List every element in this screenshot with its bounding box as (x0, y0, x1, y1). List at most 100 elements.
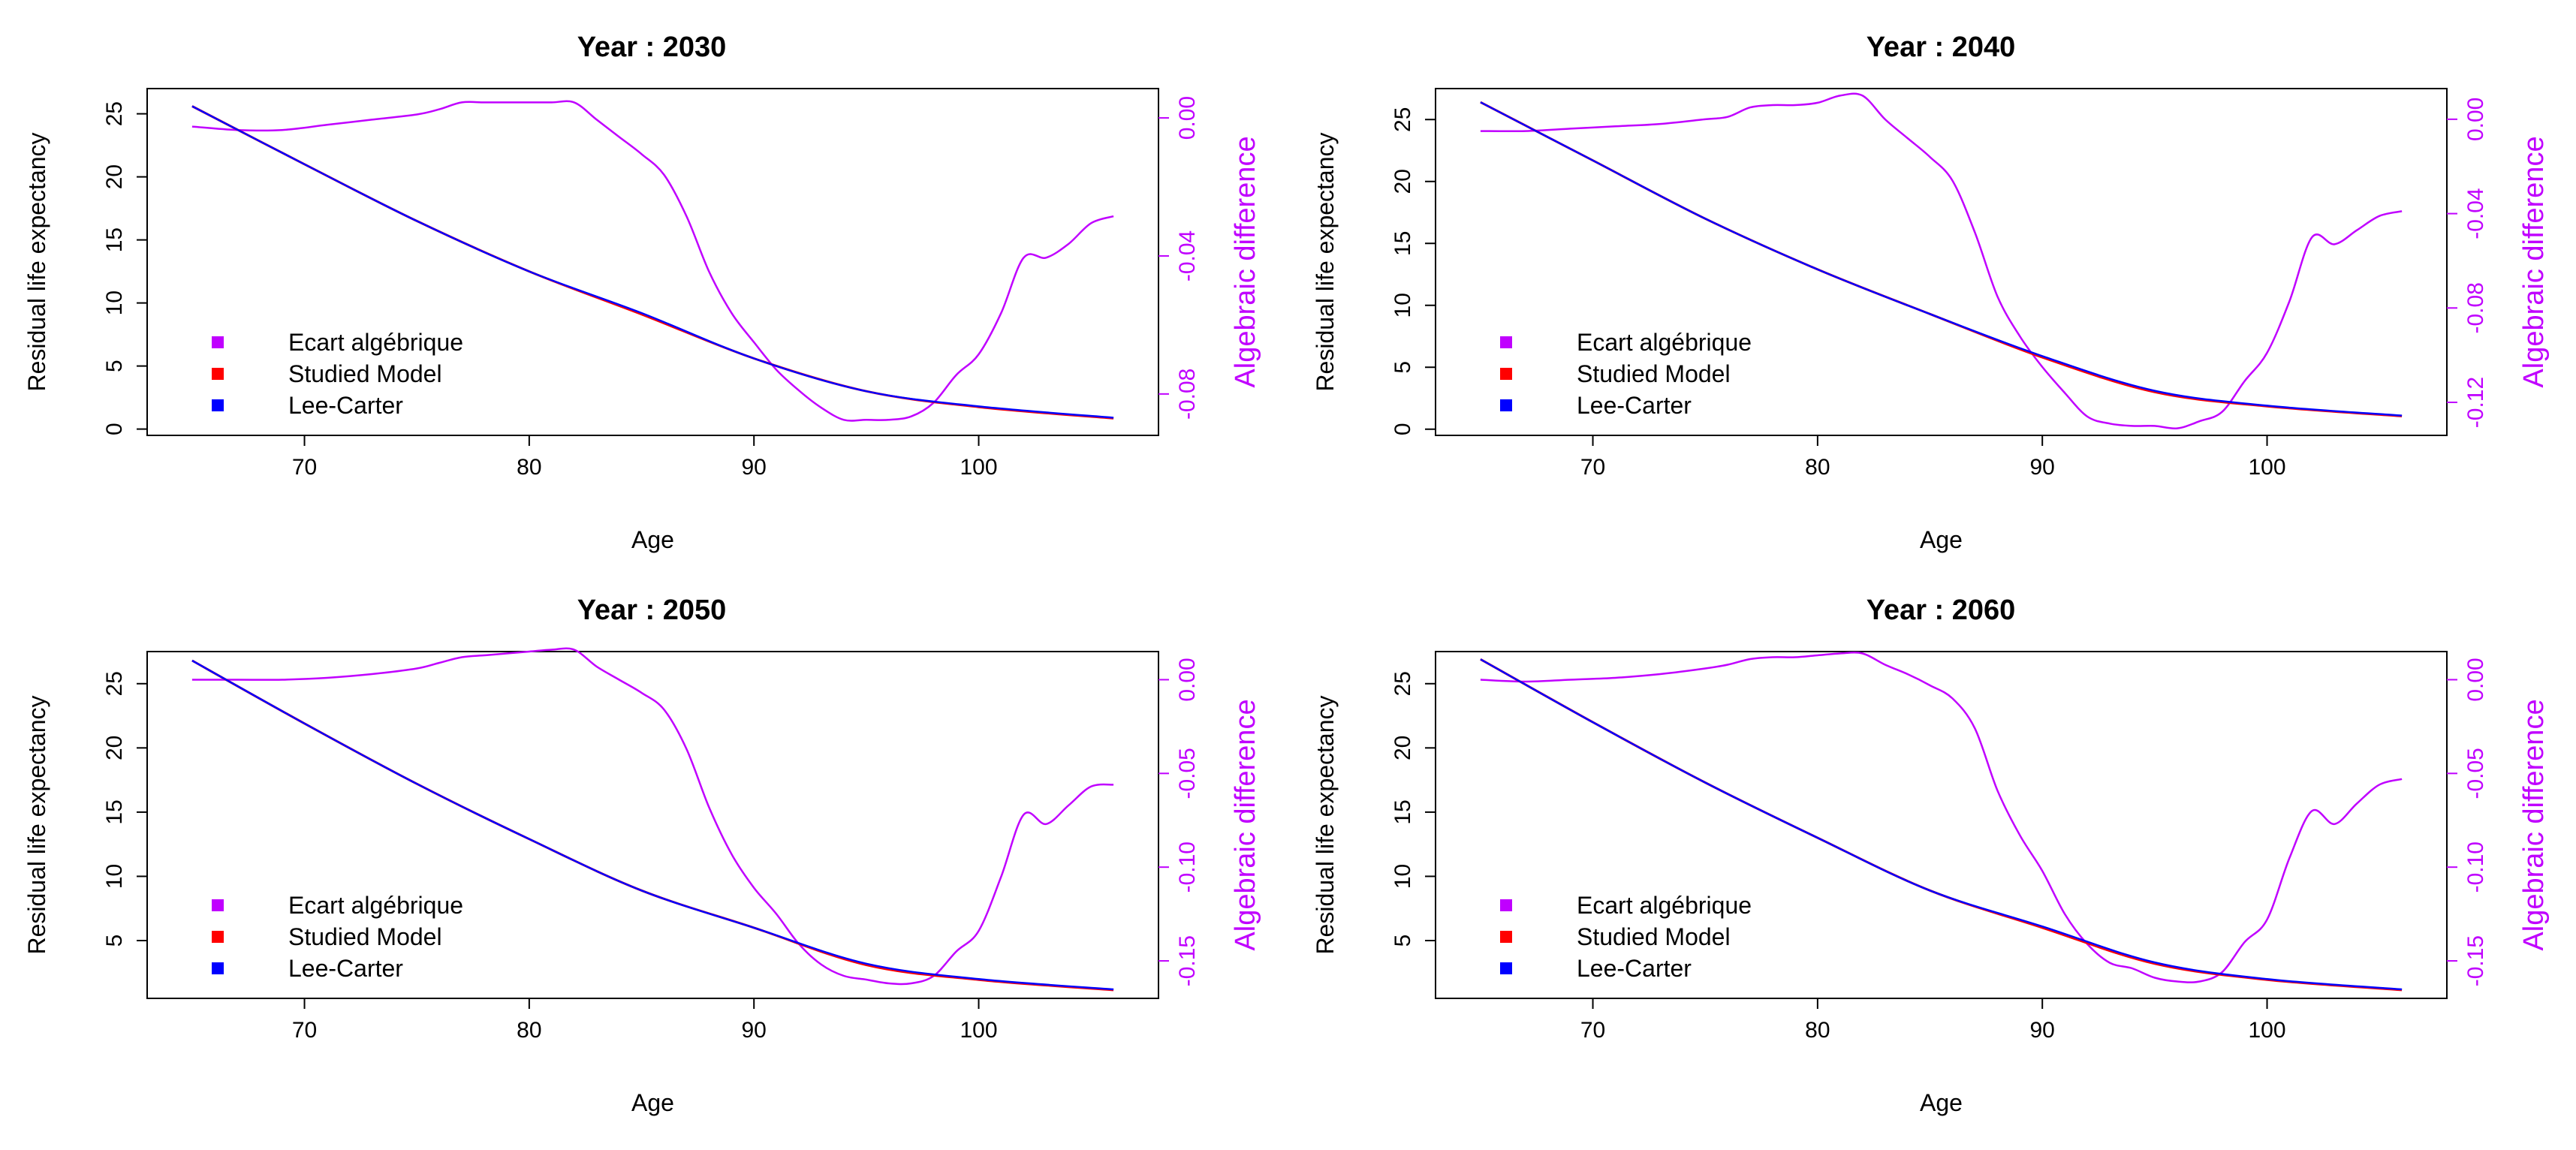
y-axis-label: Residual life expectancy (23, 695, 50, 954)
x-tick-label: 80 (517, 1018, 541, 1043)
plot-frame (146, 651, 1159, 999)
y-axis-label: Residual life expectancy (1312, 132, 1339, 391)
legend-swatch (212, 931, 224, 943)
legend-item-studied-model: Studied Model (212, 923, 442, 950)
legend-swatch (212, 399, 224, 411)
y-tick-label: 0 (102, 423, 127, 435)
legend-label: Ecart algébrique (288, 329, 463, 356)
x-tick-label: 100 (960, 455, 998, 480)
y-tick-label: 15 (102, 227, 127, 252)
x-tick-label: 90 (742, 1018, 767, 1043)
x-tick-label: 70 (1580, 455, 1605, 480)
y2-tick-label: -0.15 (2463, 935, 2488, 986)
series-ecart-algebrique (1480, 92, 2403, 430)
y-tick-label: 10 (102, 291, 127, 315)
series-ecart-algebrique (191, 100, 1114, 422)
x-tick-label: 70 (1580, 1018, 1605, 1043)
y-tick-label: 5 (102, 360, 127, 372)
plot-frame (146, 88, 1159, 436)
plot-frame (1435, 88, 2448, 436)
series-lee-carter (1480, 101, 2403, 417)
legend-label: Ecart algébrique (1577, 892, 1752, 919)
legend-item-studied-model: Studied Model (212, 360, 442, 387)
series-lee-carter (1480, 658, 2403, 991)
panel-1: Year : 2030 70 80 90 100 Age 0 5 10 15 20 25 Residua… (23, 32, 1261, 553)
y2-tick-label: 0.00 (2463, 658, 2488, 701)
legend-label: Lee-Carter (1577, 392, 1692, 419)
y2-axis-label: Algebraic difference (2518, 699, 2550, 950)
series-lee-carter (191, 105, 1114, 419)
legend-label: Studied Model (288, 360, 442, 387)
x-axis-label: Age (1920, 526, 1963, 553)
legend-label: Lee-Carter (288, 392, 403, 419)
legend-swatch (212, 899, 224, 911)
y2-tick-label: 0.00 (1175, 658, 1200, 701)
y-tick-label: 0 (1390, 423, 1415, 435)
y-tick-label: 5 (1390, 361, 1415, 374)
x-tick-label: 100 (2249, 1018, 2286, 1043)
legend-label: Studied Model (1577, 360, 1731, 387)
y-tick-label: 5 (102, 935, 127, 947)
legend-swatch (212, 368, 224, 380)
legend-label: Lee-Carter (1577, 955, 1692, 982)
legend-swatch (1500, 368, 1512, 380)
x-tick-label: 100 (2249, 455, 2286, 480)
series-ecart-algebrique (1480, 652, 2403, 983)
x-tick-label: 90 (742, 455, 767, 480)
y-tick-label: 25 (102, 101, 127, 126)
legend-label: Ecart algébrique (288, 892, 463, 919)
y-tick-label: 20 (1390, 736, 1415, 760)
legend-swatch (1500, 899, 1512, 911)
y2-tick-label: -0.08 (1175, 369, 1200, 420)
legend-swatch (212, 336, 224, 348)
series-ecart-algebrique (191, 647, 1114, 986)
y-tick-label: 10 (1390, 864, 1415, 889)
y2-tick-label: -0.10 (1175, 841, 1200, 893)
panel-4: Year : 2060 70 80 90 100 Age 5 10 15 20 25 Residual… (1312, 595, 2550, 1116)
x-tick-label: 80 (1805, 455, 1830, 480)
y2-tick-label: 0.00 (2463, 98, 2488, 141)
y-tick-label: 25 (102, 671, 127, 696)
x-tick-label: 100 (960, 1018, 998, 1043)
legend-item-studied-model: Studied Model (1500, 360, 1731, 387)
x-axis-label: Age (1920, 1089, 1963, 1116)
x-tick-label: 70 (292, 455, 317, 480)
y-tick-label: 20 (102, 736, 127, 760)
y2-tick-label: -0.15 (1175, 935, 1200, 986)
legend-label: Studied Model (288, 923, 442, 950)
y2-tick-label: -0.04 (1175, 230, 1200, 281)
x-tick-label: 80 (517, 455, 541, 480)
x-tick-label: 90 (2030, 455, 2055, 480)
legend-swatch (212, 962, 224, 974)
legend-item-ecart-algebrique: Ecart algébrique (212, 892, 463, 919)
chart-title: Year : 2040 (1866, 32, 2016, 63)
legend-label: Ecart algébrique (1577, 329, 1752, 356)
x-tick-label: 90 (2030, 1018, 2055, 1043)
panel-2: Year : 2040 70 80 90 100 Age 0 5 10 15 20 25 Residua… (1312, 32, 2550, 553)
y-tick-label: 25 (1390, 671, 1415, 696)
y-tick-label: 15 (1390, 799, 1415, 824)
legend-swatch (1500, 399, 1512, 411)
legend-item-lee-carter: Lee-Carter (1500, 955, 1692, 982)
y2-tick-label: -0.08 (2463, 282, 2488, 333)
legend-item-lee-carter: Lee-Carter (212, 392, 403, 419)
chart-title: Year : 2030 (577, 32, 727, 63)
legend-item-lee-carter: Lee-Carter (212, 955, 403, 982)
y2-tick-label: -0.12 (2463, 377, 2488, 428)
y-tick-label: 15 (1390, 231, 1415, 256)
y2-tick-label: 0.00 (1175, 96, 1200, 140)
x-axis-label: Age (631, 526, 674, 553)
y-tick-label: 20 (102, 164, 127, 189)
y2-axis-label: Algebraic difference (1230, 136, 1261, 387)
y-tick-label: 10 (1390, 293, 1415, 318)
legend-swatch (1500, 336, 1512, 348)
y2-tick-label: -0.10 (2463, 841, 2488, 893)
plot-frame (1435, 651, 2448, 999)
y2-tick-label: -0.04 (2463, 188, 2488, 239)
legend-label: Lee-Carter (288, 955, 403, 982)
legend-swatch (1500, 962, 1512, 974)
legend-item-lee-carter: Lee-Carter (1500, 392, 1692, 419)
x-tick-label: 70 (292, 1018, 317, 1043)
y2-axis-label: Algebraic difference (1230, 699, 1261, 950)
